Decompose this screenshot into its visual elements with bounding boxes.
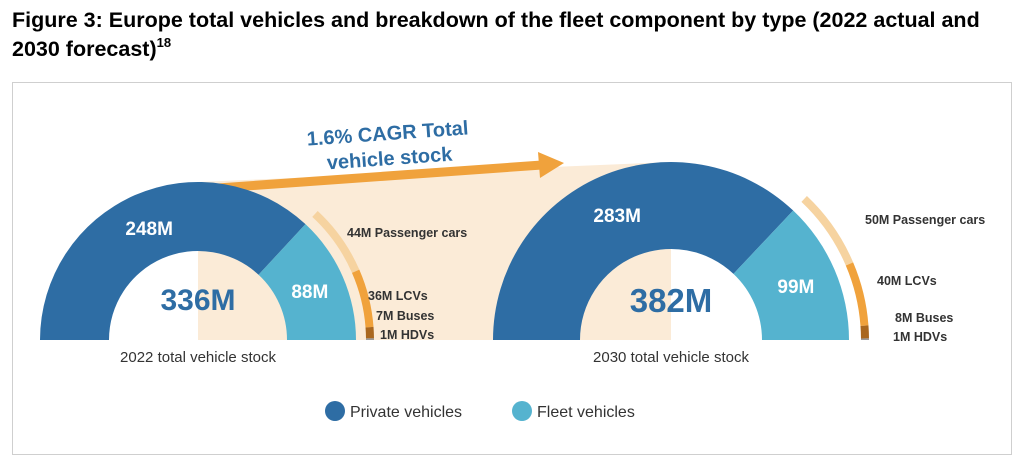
breakdown-label-lcvs: 40M LCVs <box>877 274 937 288</box>
panel-caption: 2030 total vehicle stock <box>593 349 749 366</box>
slice-label-private-vehicles: 248M <box>125 219 173 240</box>
panel-2030: 283M 99M 50M Passenger cars 40M LCVs 8M Buse… <box>492 161 985 366</box>
breakdown-passenger-cars <box>312 210 360 273</box>
slice-label-fleet-vehicles: 99M <box>777 277 814 298</box>
legend-label-fleet-vehicles: Fleet vehicles <box>537 404 635 421</box>
chart-frame <box>12 82 1012 455</box>
slice-fleet-vehicles <box>733 210 849 340</box>
total-label: 382M <box>630 282 713 319</box>
slice-fleet-vehicles <box>258 224 356 340</box>
breakdown-label-hdvs: 1M HDVs <box>893 330 947 344</box>
cagr-arrow-head <box>538 152 564 178</box>
cagr-arrow-shaft <box>217 160 543 193</box>
total-label: 336M <box>160 284 235 317</box>
breakdown-lcvs <box>351 269 374 328</box>
breakdown-label-buses: 8M Buses <box>895 311 953 325</box>
slice-label-fleet-vehicles: 88M <box>291 282 328 303</box>
legend-label-private-vehicles: Private vehicles <box>350 404 462 421</box>
legend: Private vehicles Fleet vehicles <box>325 401 635 421</box>
breakdown-buses <box>365 326 374 339</box>
breakdown-lcvs <box>845 262 869 326</box>
slice-label-private-vehicles: 283M <box>593 206 641 227</box>
slice-private-vehicles <box>40 181 306 340</box>
breakdown-label-buses: 7M Buses <box>376 309 434 323</box>
legend-swatch-fleet-vehicles <box>512 401 532 421</box>
figure-title: Figure 3: Europe total vehicles and brea… <box>12 6 1017 64</box>
breakdown-label-passenger-cars: 50M Passenger cars <box>865 213 985 227</box>
figure-title-text: Figure 3: Europe total vehicles and brea… <box>12 8 980 61</box>
breakdown-hdvs <box>365 338 374 340</box>
figure-footnote: 18 <box>156 35 172 50</box>
slice-private-vehicles <box>492 161 794 340</box>
legend-swatch-private-vehicles <box>325 401 345 421</box>
breakdown-hdvs <box>860 338 869 340</box>
panel-caption: 2022 total vehicle stock <box>120 349 276 366</box>
breakdown-label-hdvs: 1M HDVs <box>380 328 434 342</box>
breakdown-buses <box>860 325 869 339</box>
breakdown-passenger-cars <box>801 196 854 266</box>
breakdown-label-lcvs: 36M LCVs <box>368 289 428 303</box>
breakdown-label-passenger-cars: 44M Passenger cars <box>347 226 467 240</box>
panel-2022: 248M 88M 44M Passenger cars 36M LCVs 7M Buse… <box>40 181 467 366</box>
